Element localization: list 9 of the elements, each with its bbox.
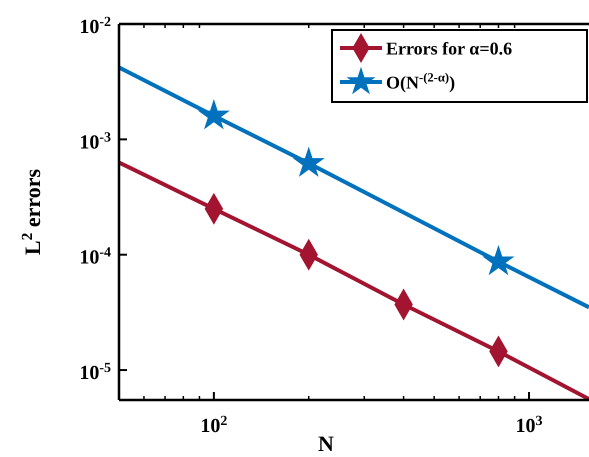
x-axis-title: N [318,431,334,456]
legend-label: Errors for α=0.6 [386,38,512,58]
y-tick-label: 10$^{-5}$ [79,360,111,384]
legend-label: O(N$^{-(2-α)}$) [386,70,456,92]
y-tick-label: 10$^{-3}$ [79,130,111,154]
y-tick-label: 10$^{-4}$ [79,245,111,269]
x-tick-label: 10$^{3}$ [516,414,543,437]
x-tick-label: 10$^{2}$ [200,414,228,437]
y-tick-label: 10$^{-2}$ [79,14,111,38]
